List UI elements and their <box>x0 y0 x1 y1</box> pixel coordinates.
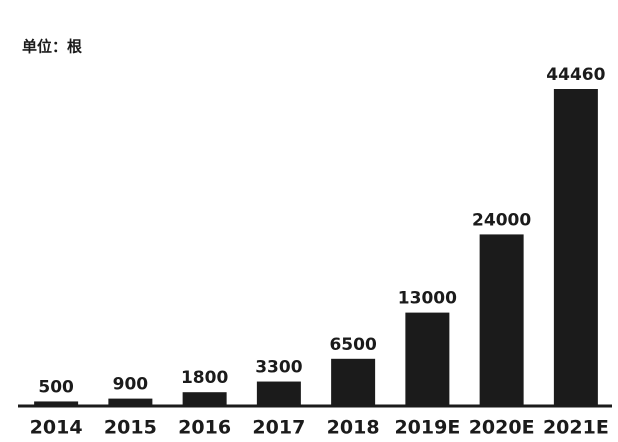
bar <box>479 234 524 405</box>
data-label: 44460 <box>546 65 605 85</box>
x-tick-label: 2019E <box>394 417 460 439</box>
data-label: 1800 <box>181 368 228 388</box>
data-label: 900 <box>113 375 149 395</box>
data-label: 500 <box>38 377 74 397</box>
data-label: 3300 <box>255 358 302 378</box>
x-tick-label: 2020E <box>469 417 535 439</box>
x-tick-label: 2021E <box>543 417 609 439</box>
x-tick-label: 2018 <box>327 417 380 439</box>
bar <box>182 392 227 405</box>
bar <box>331 358 376 405</box>
bar <box>553 89 598 405</box>
x-tick-label: 2017 <box>252 417 305 439</box>
bar <box>405 312 450 405</box>
data-label: 6500 <box>329 335 376 355</box>
x-tick-label: 2014 <box>30 417 83 439</box>
chart-title: 单位：根 <box>22 38 82 56</box>
bar <box>34 401 79 405</box>
data-label: 24000 <box>472 210 531 230</box>
bar <box>108 398 153 405</box>
bar <box>256 381 301 405</box>
x-tick-label: 2016 <box>178 417 231 439</box>
x-tick-label: 2015 <box>104 417 157 439</box>
data-label: 13000 <box>398 289 457 309</box>
